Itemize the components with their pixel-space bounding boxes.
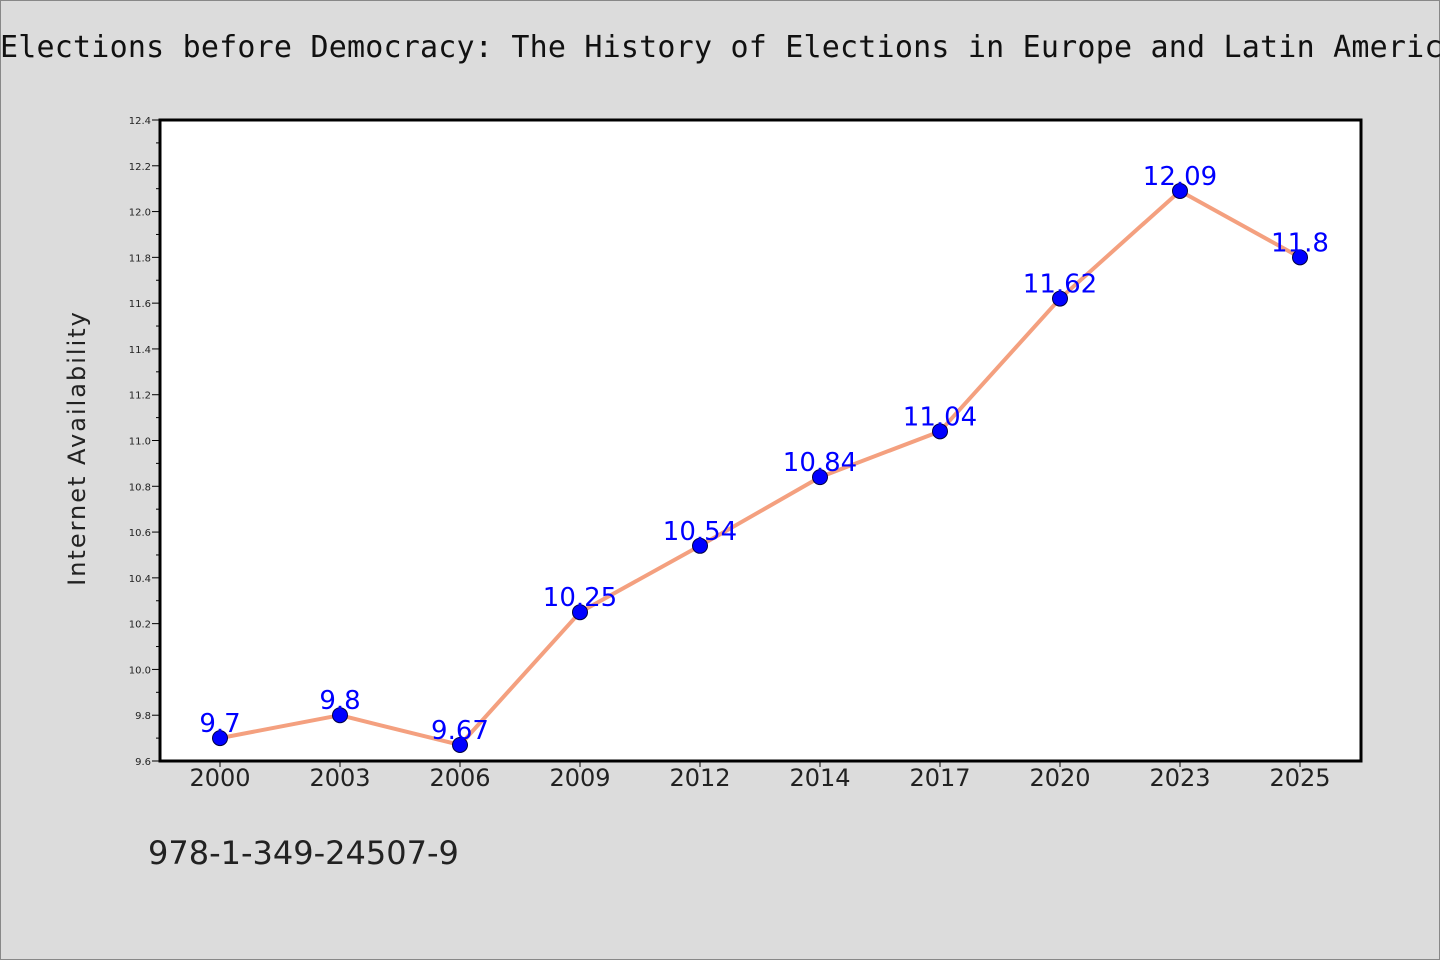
data-point [692,537,708,554]
data-label: 11.8 [1271,228,1329,258]
data-label: 10.84 [783,448,857,478]
data-point [332,707,348,724]
data-point [932,423,948,440]
y-tick-label: 12.4 [129,116,151,127]
series-group: 9.7 9.8 9.67 10.25 10.54 10.84 11.04 11.62 12.09… [199,162,1329,753]
chart-title: Elections before Democracy: The History … [0,30,1440,65]
y-axis-label: Internet Availability [63,310,91,586]
y-tick-label: 12.0 [129,208,151,219]
data-label: 10.25 [543,583,617,613]
data-point [1052,290,1068,307]
plot-area [158,118,1363,763]
isbn-text: 978-1-349-24507-9 [148,834,459,872]
data-point [1172,182,1188,199]
data-label: 10.54 [663,517,737,547]
data-point [1292,249,1308,266]
x-tick-label: 2012 [669,764,730,792]
y-tick-label: 10.0 [129,665,151,676]
y-axis-ticks: 9.6 9.8 10.0 10.2 10.4 10.6 10.8 11.0 11.2 11.4 11… [129,116,160,768]
series-line [218,188,1302,747]
y-tick-label: 12.2 [129,162,151,173]
x-axis-ticks: 2000 2003 2006 2009 2012 2014 2017 2020 2023 2025 [189,761,1331,792]
y-tick-label: 9.8 [135,711,151,722]
x-tick-label: 2025 [1269,764,1330,792]
y-tick-label: 9.6 [135,757,151,768]
data-label: 11.62 [1023,270,1097,300]
data-label: 11.04 [903,402,977,432]
data-label: 9.7 [199,709,240,739]
x-tick-label: 2009 [549,764,610,792]
x-tick-label: 2020 [1029,764,1090,792]
data-point [812,469,828,486]
x-tick-label: 2014 [789,764,850,792]
data-point [452,736,468,753]
y-tick-label: 10.6 [129,528,151,539]
y-tick-label: 11.8 [129,253,151,264]
data-label: 12.09 [1143,162,1217,192]
y-tick-label: 10.8 [129,482,151,493]
y-tick-label: 11.2 [129,391,151,402]
x-tick-label: 2023 [1149,764,1210,792]
y-tick-label: 10.4 [129,574,151,585]
data-point [572,604,588,621]
data-point [212,730,228,747]
y-tick-label: 11.4 [129,345,151,356]
data-label: 9.8 [319,686,360,716]
y-tick-label: 11.6 [129,299,151,310]
x-tick-label: 2003 [309,764,370,792]
data-label: 9.67 [431,716,489,746]
x-tick-label: 2017 [909,764,970,792]
x-tick-label: 2006 [429,764,490,792]
y-tick-label: 10.2 [129,620,151,631]
y-tick-label: 11.0 [129,437,151,448]
x-tick-label: 2000 [189,764,250,792]
